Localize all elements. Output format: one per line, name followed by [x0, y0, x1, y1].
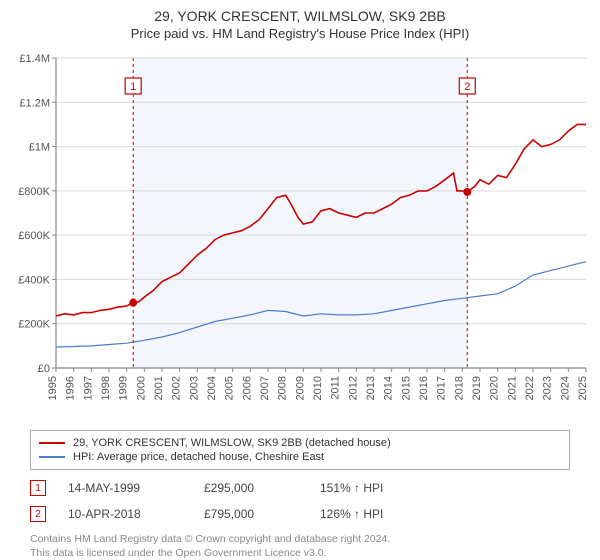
footnote: Contains HM Land Registry data © Crown c… — [30, 532, 570, 560]
svg-text:2019: 2019 — [471, 376, 483, 400]
legend-item-subject: 29, YORK CRESCENT, WILMSLOW, SK9 2BB (de… — [39, 437, 561, 449]
sale-ratio-2: 126% ↑ HPI — [320, 507, 383, 521]
title-sub: Price paid vs. HM Land Registry's House … — [0, 26, 600, 41]
svg-text:2011: 2011 — [330, 376, 342, 400]
swatch-red — [39, 442, 65, 444]
svg-text:2015: 2015 — [400, 376, 412, 400]
svg-text:2014: 2014 — [383, 376, 395, 400]
sale-marker-2: 2 — [30, 506, 46, 522]
sale-marker-1: 1 — [30, 480, 46, 496]
sale-row-1: 1 14-MAY-1999 £295,000 151% ↑ HPI — [30, 480, 570, 496]
sale-date-1: 14-MAY-1999 — [68, 481, 198, 495]
svg-text:2023: 2023 — [542, 376, 554, 400]
legend-item-hpi: HPI: Average price, detached house, Ches… — [39, 451, 561, 463]
svg-text:£1.2M: £1.2M — [19, 97, 50, 109]
sale-date-2: 10-APR-2018 — [68, 507, 198, 521]
legend-and-sales: 29, YORK CRESCENT, WILMSLOW, SK9 2BB (de… — [30, 430, 570, 560]
svg-text:£400K: £400K — [18, 274, 50, 286]
footnote-line-1: Contains HM Land Registry data © Crown c… — [30, 532, 570, 546]
svg-text:2007: 2007 — [259, 376, 271, 400]
svg-text:£200K: £200K — [18, 319, 50, 331]
svg-text:2009: 2009 — [294, 376, 306, 400]
svg-text:2004: 2004 — [206, 376, 218, 400]
legend-label-hpi: HPI: Average price, detached house, Ches… — [73, 451, 324, 463]
svg-text:2008: 2008 — [277, 376, 289, 400]
svg-text:1995: 1995 — [47, 376, 59, 400]
svg-text:1999: 1999 — [118, 376, 130, 400]
svg-text:2018: 2018 — [453, 376, 465, 400]
legend-label-subject: 29, YORK CRESCENT, WILMSLOW, SK9 2BB (de… — [73, 437, 391, 449]
svg-text:£1.4M: £1.4M — [19, 53, 50, 65]
svg-text:2012: 2012 — [347, 376, 359, 400]
svg-text:2020: 2020 — [489, 376, 501, 400]
svg-text:£600K: £600K — [18, 230, 50, 242]
sale-row-2: 2 10-APR-2018 £795,000 126% ↑ HPI — [30, 506, 570, 522]
svg-text:2002: 2002 — [171, 376, 183, 400]
title-block: 29, YORK CRESCENT, WILMSLOW, SK9 2BB Pri… — [0, 0, 600, 41]
svg-text:2025: 2025 — [577, 376, 589, 400]
svg-text:2005: 2005 — [224, 376, 236, 400]
sale-price-2: £795,000 — [204, 507, 314, 521]
svg-text:2024: 2024 — [559, 376, 571, 400]
svg-text:1: 1 — [130, 81, 136, 93]
svg-text:2: 2 — [464, 81, 470, 93]
svg-text:2013: 2013 — [365, 376, 377, 400]
svg-text:2022: 2022 — [524, 376, 536, 400]
legend-box: 29, YORK CRESCENT, WILMSLOW, SK9 2BB (de… — [30, 430, 570, 470]
sale-price-1: £295,000 — [204, 481, 314, 495]
svg-text:1997: 1997 — [82, 376, 94, 400]
footnote-line-2: This data is licensed under the Open Gov… — [30, 546, 570, 560]
sale-ratio-1: 151% ↑ HPI — [320, 481, 383, 495]
svg-text:£800K: £800K — [18, 186, 50, 198]
svg-text:2017: 2017 — [436, 376, 448, 400]
title-main: 29, YORK CRESCENT, WILMSLOW, SK9 2BB — [0, 8, 600, 24]
svg-text:2000: 2000 — [135, 376, 147, 400]
svg-text:2006: 2006 — [241, 376, 253, 400]
svg-text:£0: £0 — [38, 363, 50, 375]
price-chart: £0 £200K £400K £600K £800K £1M £1.2M £1.4M 1995 1… — [6, 50, 594, 420]
swatch-blue — [39, 456, 65, 458]
svg-text:2001: 2001 — [153, 376, 165, 400]
svg-text:1998: 1998 — [100, 376, 112, 400]
svg-text:2016: 2016 — [418, 376, 430, 400]
svg-text:2003: 2003 — [188, 376, 200, 400]
svg-text:£1M: £1M — [29, 142, 50, 154]
svg-text:2021: 2021 — [506, 376, 518, 400]
svg-text:2010: 2010 — [312, 376, 324, 400]
svg-text:1996: 1996 — [65, 376, 77, 400]
